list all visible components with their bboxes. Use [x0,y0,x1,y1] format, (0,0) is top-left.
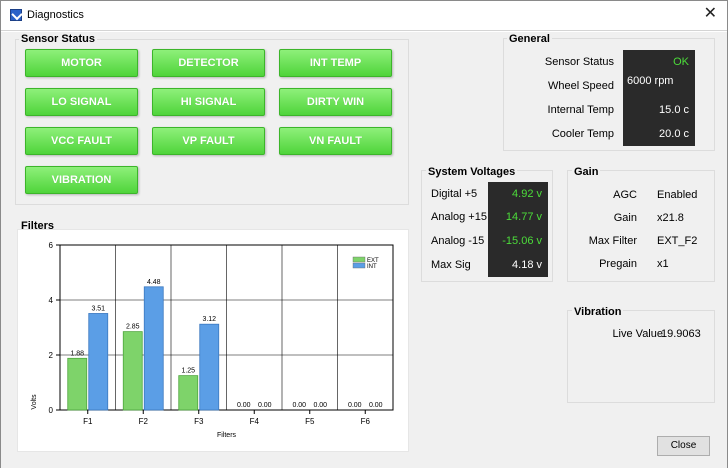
bar-data-label: 4.48 [147,279,161,286]
y-tick-label: 0 [49,406,54,415]
app-icon [10,9,22,21]
content-area: Sensor Status MOTOR DETECTOR INT TEMP LO SI… [1,32,727,468]
bar-data-label: 3.51 [91,305,105,312]
vibration-live-label: Live Value [612,328,663,340]
close-icon[interactable]: ✕ [703,5,717,22]
general-row-value: OK [623,50,695,74]
bar-data-label: 0.00 [237,402,251,409]
bar-int [199,323,220,411]
voltage-row-value: 4.18 v [488,253,548,277]
sensor-status-button[interactable]: INT TEMP [279,49,392,77]
filters-chart-svg: 0 2 4 6 1.88 3.51 F1 2.85 4.48 F2 1.25 3.12 F3 0.00 0.… [31,241,394,439]
bar-data-label: 3.12 [202,316,216,323]
gain-row-value: EXT_F2 [657,235,698,247]
y-tick-label: 2 [49,351,54,360]
sensor-status-button[interactable]: VIBRATION [25,166,138,194]
x-axis-label: Filters [217,432,237,439]
sensor-status-button[interactable]: DIRTY WIN [279,88,392,116]
vibration-title: Vibration [572,306,624,318]
gain-row-value: Enabled [657,189,698,201]
bar-data-label: 2.85 [126,324,140,331]
general-title: General [507,33,552,45]
voltage-row-label: Analog -15 [431,235,485,247]
y-axis-label: Volts [31,394,38,410]
bar-data-label: 0.00 [313,402,327,409]
sensor-status-button[interactable]: HI SIGNAL [152,88,265,116]
vibration-group [567,310,715,403]
x-tick-label: F1 [83,417,93,426]
gain-row-label: AGC [613,189,637,201]
bar-data-label: 0.00 [258,402,272,409]
general-row-value: 6000 rpm [623,74,695,98]
voltage-row-value: -15.06 v [488,229,548,253]
general-row-label: Sensor Status [544,56,614,68]
sensor-status-title: Sensor Status [19,33,97,45]
sensor-status-button[interactable]: MOTOR [25,49,138,77]
sensor-status-button[interactable]: VP FAULT [152,127,265,155]
x-tick-label: F2 [139,417,149,426]
bar-ext [67,357,88,411]
title-bar: Diagnostics ✕ [1,1,727,31]
general-row-value: 15.0 c [623,98,695,122]
x-tick-label: F4 [250,417,260,426]
sensor-status-button[interactable]: DETECTOR [152,49,265,77]
bar-data-label: 0.00 [292,402,306,409]
bar-data-label: 0.00 [369,402,383,409]
bar-ext [178,375,199,411]
voltage-row-label: Max Sig [431,259,471,271]
bar-data-label: 1.25 [181,368,195,375]
x-tick-label: F3 [194,417,204,426]
gain-row-label: Gain [613,212,637,224]
filters-chart: 0 2 4 6 1.88 3.51 F1 2.85 4.48 F2 1.25 3.12 F3 0.00 0.… [17,229,409,452]
bar-int [88,313,109,411]
bar-data-label: 0.00 [348,402,362,409]
legend-swatch-int [352,262,366,269]
bar-int [143,286,164,411]
bar-data-label: 1.88 [70,350,84,357]
vibration-live-value: 19.9063 [661,328,701,340]
general-row-label: Cooler Temp [551,128,614,140]
y-tick-label: 6 [49,241,54,250]
sensor-status-button[interactable]: VN FAULT [279,127,392,155]
voltage-row-label: Digital +5 [431,188,478,200]
gain-row-value: x1 [657,258,669,270]
gain-title: Gain [572,166,601,178]
bar-ext [122,331,143,411]
gain-row-label: Max Filter [588,235,637,247]
sensor-status-button[interactable]: VCC FAULT [25,127,138,155]
x-tick-label: F6 [361,417,371,426]
legend-label-ext: EXT [367,258,379,264]
gain-row-label: Pregain [599,258,637,270]
general-row-value: 20.0 c [623,122,695,146]
gain-row-value: x21.8 [657,212,684,224]
close-button[interactable]: Close [657,436,710,456]
voltage-row-value: 4.92 v [488,182,548,206]
x-tick-label: F5 [305,417,315,426]
y-tick-label: 4 [49,296,54,305]
voltage-row-label: Analog +15 [431,211,487,223]
voltage-row-value: 14.77 v [488,205,548,229]
system-voltages-title: System Voltages [426,166,518,178]
general-row-label: Wheel Speed [547,80,614,92]
general-row-label: Internal Temp [547,104,614,116]
gain-group [567,170,715,282]
legend-swatch-ext [352,256,366,263]
window-title: Diagnostics [27,9,84,21]
legend-label-int: INT [367,264,377,270]
sensor-status-button[interactable]: LO SIGNAL [25,88,138,116]
